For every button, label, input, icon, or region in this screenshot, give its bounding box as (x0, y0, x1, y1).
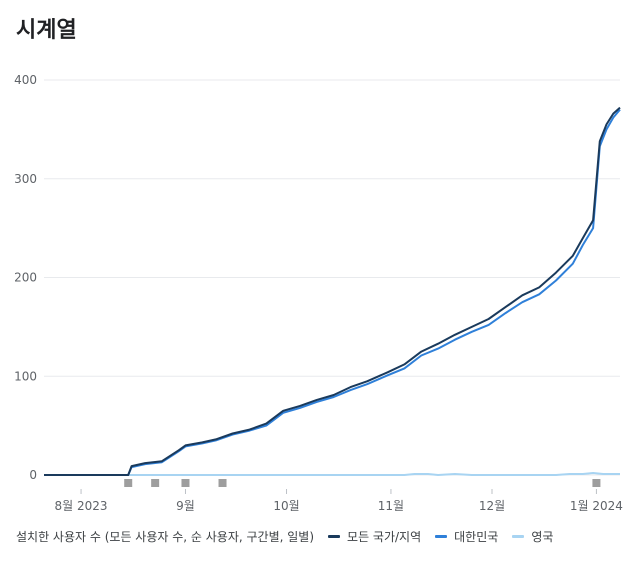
y-tick-label: 0 (29, 468, 37, 482)
legend-item-uk[interactable]: 영국 (512, 528, 553, 545)
legend-swatch-kr (435, 535, 448, 538)
page-title: 시계열 (16, 18, 77, 43)
legend-swatch-uk (512, 535, 525, 538)
event-marker[interactable] (218, 479, 227, 487)
y-axis-ticks: 0 100 200 300 400 (14, 73, 37, 482)
series-line[interactable] (44, 106, 621, 476)
legend-label-kr: 대한민국 (454, 530, 499, 544)
event-marker[interactable] (181, 479, 190, 487)
y-tick-label: 400 (14, 73, 37, 87)
legend-label-uk: 영국 (531, 530, 554, 544)
x-tick-label: 11월 (378, 499, 404, 513)
grid-lines (44, 79, 620, 476)
x-tick-label: 9월 (176, 499, 195, 513)
series-line[interactable] (44, 472, 620, 476)
x-tick-label: 8월 2023 (55, 499, 108, 513)
time-series-chart: 0 100 200 300 400 8월 2023 9월 10월 11월 12월 1월 2024 (14, 73, 623, 513)
legend-caption: 설치한 사용자 수 (모든 사용자 수, 순 사용자, 구간별, 일별) (16, 530, 315, 544)
legend: 설치한 사용자 수 (모든 사용자 수, 순 사용자, 구간별, 일별) 모든 … (16, 528, 567, 545)
y-tick-label: 200 (14, 271, 37, 285)
event-marker[interactable] (124, 479, 133, 487)
series-line[interactable] (44, 108, 621, 476)
event-markers (124, 479, 601, 487)
legend-item-kr[interactable]: 대한민국 (435, 528, 498, 545)
event-marker[interactable] (592, 479, 601, 487)
legend-label-all: 모든 국가/지역 (347, 530, 422, 544)
event-marker[interactable] (151, 479, 160, 487)
y-tick-label: 300 (14, 172, 37, 186)
legend-swatch-all (328, 535, 341, 538)
y-tick-label: 100 (14, 369, 37, 383)
x-axis-ticks: 8월 2023 9월 10월 11월 12월 1월 2024 (55, 489, 623, 513)
x-tick-label: 1월 2024 (570, 499, 623, 513)
x-tick-label: 10월 (273, 499, 299, 513)
series-lines (44, 106, 621, 476)
legend-item-all[interactable]: 모든 국가/지역 (328, 528, 421, 545)
x-tick-label: 12월 (479, 499, 505, 513)
